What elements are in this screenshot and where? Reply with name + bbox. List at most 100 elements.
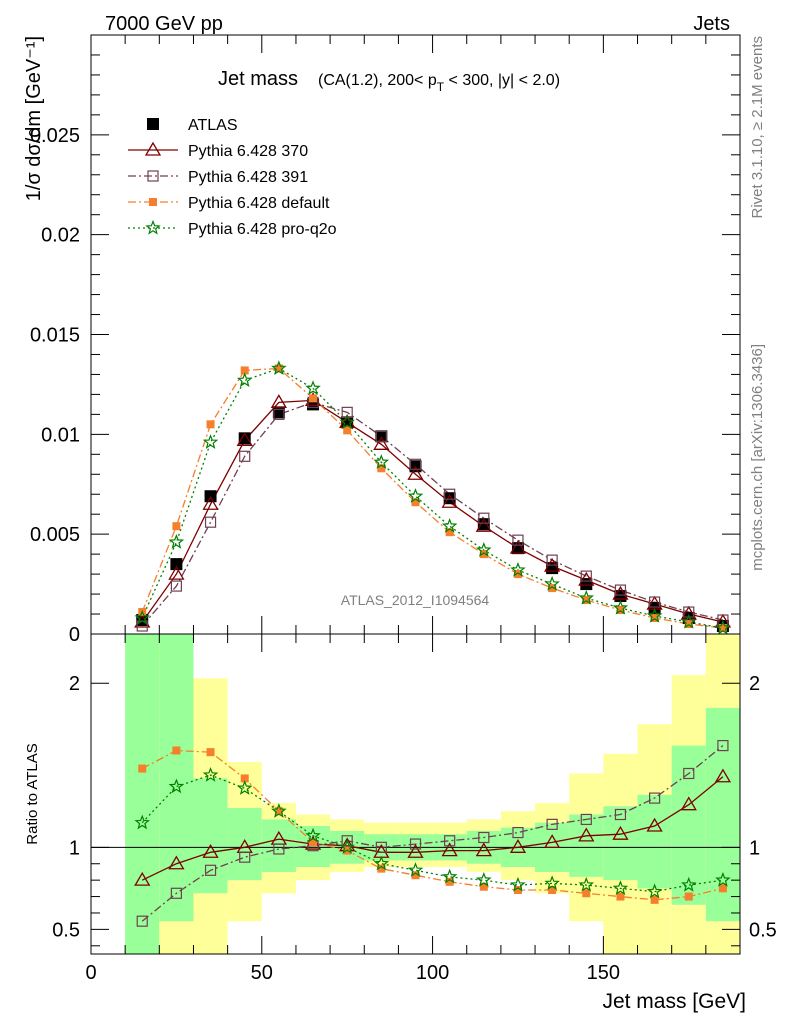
ratio-point-s2-3 (240, 774, 249, 783)
ratio-point-s1-9 (444, 835, 456, 847)
main-subtitle: (CA(1.2), 200< pT < 300, |y| < 2.0) (318, 72, 560, 94)
main-point-s1-1 (168, 565, 185, 580)
main-point-s2-15 (649, 596, 661, 608)
ratio-y-tick-label-left: 0.5 (52, 919, 80, 941)
main-point-s3-11 (513, 570, 522, 579)
ratio-point-s2-13 (582, 889, 591, 898)
main-point-s4-14 (612, 599, 629, 615)
mcplots-label: mcplots.cern.ch [arXiv:1306.3436] (749, 344, 766, 571)
ratio-series-line-1 (141, 745, 724, 922)
main-point-s2-12 (546, 554, 558, 566)
main-point-s3-3 (240, 366, 249, 375)
ratio-inner-band (159, 634, 194, 922)
ratio-inner-band (603, 806, 638, 881)
main-point-s4-6 (339, 414, 355, 429)
main-point-s2-14 (614, 584, 627, 596)
ratio-series-line-0 (141, 776, 724, 881)
main-point-s3-17 (718, 624, 727, 633)
ratio-point-s2-1 (172, 746, 181, 755)
ratio-point-s0-11 (509, 839, 527, 853)
ratio-point-s2-10 (479, 882, 488, 891)
ratio-point-s1-16 (683, 767, 695, 780)
ratio-point-s2-15 (650, 895, 659, 904)
main-point-s0-1 (170, 558, 183, 571)
main-point-s0-4 (272, 406, 285, 419)
main-series-line-3 (141, 367, 723, 629)
main-point-s3-14 (616, 606, 625, 615)
ratio-point-s3-17 (715, 871, 731, 887)
legend-marker-0 (147, 118, 159, 130)
main-y-tick-label: 0.02 (41, 225, 80, 247)
legend-marker-2 (147, 170, 159, 182)
main-point-s3-2 (206, 420, 215, 429)
ratio-point-s3-11 (510, 876, 526, 892)
ratio-point-s3-0 (134, 814, 150, 830)
ratio-point-s3-12 (544, 875, 560, 891)
main-point-s4-15 (646, 607, 663, 623)
ratio-point-s2-8 (411, 871, 420, 880)
x-tick-label: 150 (587, 962, 620, 984)
ratio-y-tick-label-left: 2 (69, 673, 80, 695)
ratio-point-s0-14 (612, 825, 629, 840)
main-point-s4-11 (510, 561, 526, 577)
main-y-tick-label: 0.015 (30, 325, 80, 347)
main-point-s3-1 (172, 522, 181, 531)
ratio-y-tick-label-right: 0.5 (749, 919, 777, 941)
main-point-s2-10 (478, 512, 490, 524)
main-point-s4-10 (476, 541, 492, 557)
ratio-point-s1-14 (614, 808, 627, 821)
ratio-point-s2-5 (309, 838, 318, 847)
ratio-point-s3-10 (476, 871, 492, 887)
ratio-point-s1-2 (204, 864, 217, 876)
ratio-inner-band (125, 634, 160, 954)
ratio-point-s3-15 (646, 883, 663, 899)
main-point-s1-4 (270, 394, 288, 409)
ratio-inner-band (261, 819, 296, 872)
legend-marker-4 (145, 219, 161, 235)
main-y-tick-label: 0.005 (30, 524, 80, 546)
main-y-tick-label: 0.01 (41, 424, 80, 446)
main-point-s1-3 (236, 432, 253, 446)
main-point-s2-13 (580, 570, 592, 582)
main-point-s4-16 (681, 613, 697, 629)
ratio-y-axis-label: Ratio to ATLAS (24, 743, 41, 844)
main-title: Jet mass (218, 68, 298, 90)
main-point-s1-14 (612, 585, 629, 600)
main-point-s0-12 (546, 562, 559, 575)
main-point-s2-9 (444, 488, 456, 500)
analysis-watermark: ATLAS_2012_I1094564 (341, 592, 490, 608)
main-point-s2-4 (273, 408, 285, 420)
main-point-s2-1 (170, 580, 182, 592)
ratio-point-s0-1 (168, 855, 185, 870)
main-point-s4-7 (373, 454, 390, 469)
ratio-point-s3-7 (373, 855, 390, 871)
ratio-point-s2-14 (616, 892, 625, 901)
main-point-s1-16 (680, 605, 697, 620)
main-point-s0-3 (238, 432, 251, 445)
main-point-s4-1 (168, 533, 185, 549)
ratio-y-tick-label-right: 2 (749, 673, 760, 695)
ratio-inner-band (193, 778, 228, 894)
process-label: Jets (693, 13, 730, 35)
ratio-point-s0-13 (578, 827, 595, 842)
main-point-s4-2 (202, 434, 219, 449)
ratio-y-tick-label-left: 1 (69, 837, 80, 859)
main-point-s4-3 (236, 372, 253, 388)
main-point-s1-13 (578, 571, 595, 586)
main-point-s3-6 (343, 426, 352, 435)
ratio-point-s3-6 (339, 839, 355, 854)
x-tick-label: 100 (416, 962, 449, 984)
ratio-point-s1-3 (239, 851, 251, 863)
main-point-s3-13 (582, 596, 591, 605)
ratio-point-s0-16 (680, 796, 697, 811)
main-y-tick-label: 0 (69, 624, 80, 646)
legend-marker-1 (144, 141, 162, 156)
main-point-s3-12 (548, 584, 557, 593)
ratio-inner-band (671, 745, 706, 905)
ratio-point-s3-9 (441, 868, 458, 884)
main-point-s3-8 (411, 498, 420, 507)
main-point-s3-4 (274, 364, 283, 373)
main-point-s4-12 (544, 575, 560, 591)
main-point-s4-4 (271, 360, 287, 376)
main-point-s1-2 (202, 495, 219, 510)
